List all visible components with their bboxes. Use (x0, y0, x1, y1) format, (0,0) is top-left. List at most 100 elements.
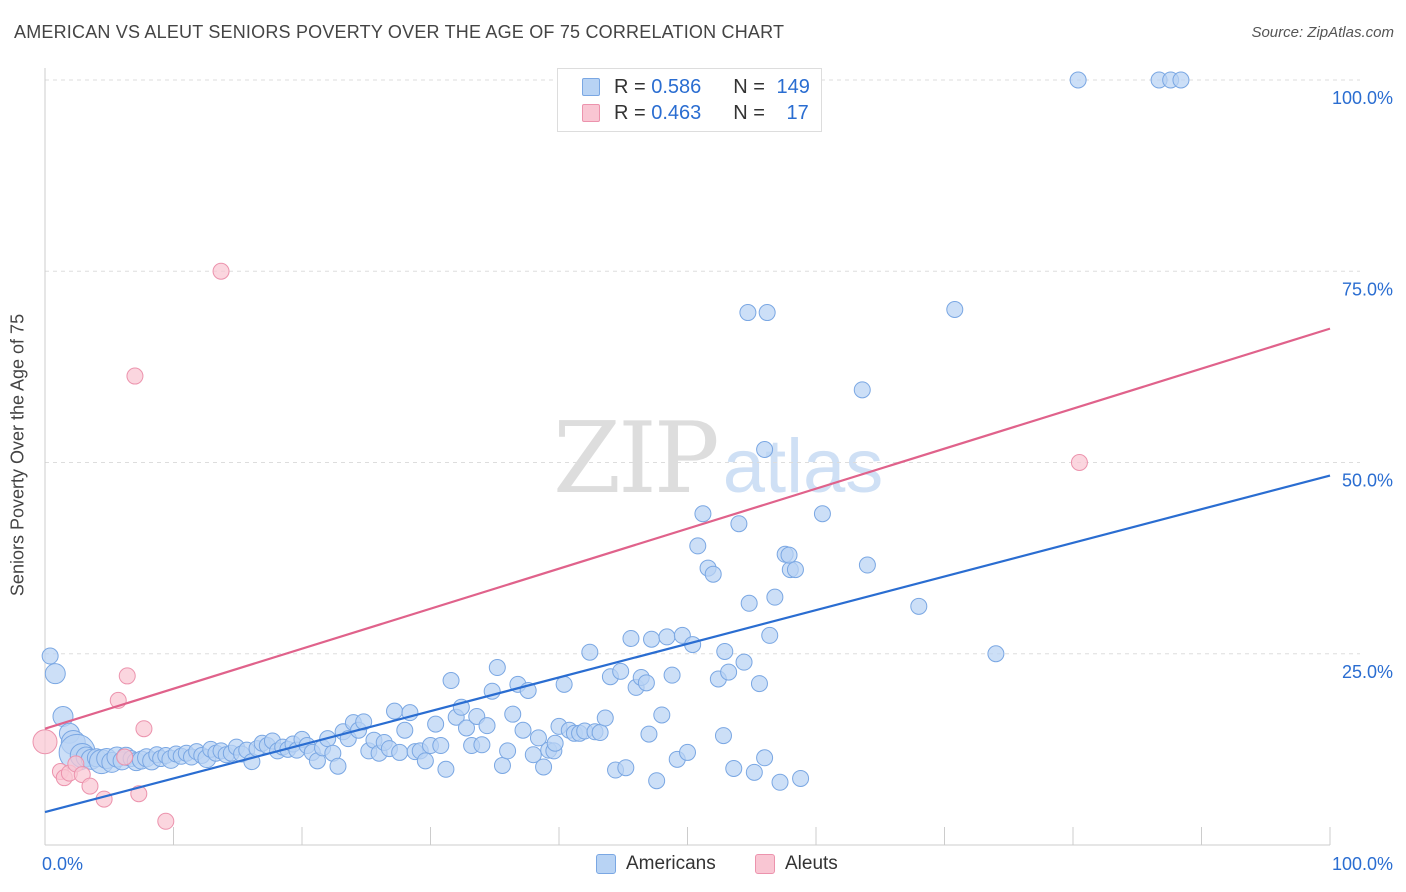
aleuts-point-9 (118, 667, 136, 685)
americans-point-91 (504, 705, 522, 723)
americans-point-79 (442, 672, 460, 690)
americans-point-146 (786, 561, 804, 579)
americans-point-113 (617, 759, 635, 777)
aleuts-point-6 (81, 777, 99, 795)
americans-point-140 (756, 749, 774, 767)
americans-points (41, 71, 1190, 791)
americans-point-122 (663, 666, 681, 684)
bottom-legend-swatch-americans (596, 854, 616, 874)
y-tick-label-50: 50.0% (1342, 471, 1393, 491)
bottom-legend-aleuts: Aleuts (755, 852, 838, 876)
legend-swatch-aleuts (582, 104, 600, 122)
americans-point-162 (716, 642, 734, 660)
americans-point-143 (771, 773, 789, 791)
legend-n-label: N = (733, 75, 771, 98)
watermark-zip: ZIP (553, 402, 720, 516)
americans-point-95 (524, 746, 542, 764)
stats-legend: R = 0.586 N = 149 R = 0.463 N = 17 (557, 68, 822, 132)
americans-point-69 (391, 743, 409, 761)
legend-n-value-aleuts: 17 (786, 101, 809, 124)
americans-point-154 (780, 546, 798, 564)
legend-r-label: R = (614, 75, 652, 98)
americans-point-62 (355, 713, 373, 731)
americans-point-147 (792, 769, 810, 787)
aleuts-point-13 (126, 367, 144, 385)
americans-point-86 (478, 717, 496, 735)
aleuts-point-0 (32, 729, 58, 755)
americans-point-121 (658, 628, 676, 646)
americans-point-68 (386, 702, 404, 720)
x-tick-label-max: 100.0% (1332, 854, 1393, 874)
americans-point-150 (987, 645, 1005, 663)
americans-point-117 (637, 674, 655, 692)
americans-point-136 (735, 653, 753, 671)
americans-point-158 (1172, 71, 1190, 89)
americans-point-161 (813, 505, 831, 523)
americans-point-127 (689, 537, 707, 555)
americans-point-119 (648, 772, 666, 790)
americans-point-114 (622, 629, 640, 647)
source-note: Source: ZipAtlas.com (1251, 24, 1394, 41)
americans-point-77 (432, 737, 450, 755)
legend-r-label: R = (614, 101, 652, 124)
americans-point-0 (41, 647, 59, 665)
americans-point-139 (750, 675, 768, 693)
legend-n-value-americans: 149 (776, 75, 810, 98)
americans-point-135 (730, 515, 748, 533)
aleuts-trend-line (44, 327, 1331, 730)
americans-point-85 (473, 736, 491, 754)
x-tick-labels: 0.0% 100.0% (42, 854, 1393, 874)
americans-point-118 (643, 630, 661, 648)
americans-point-149 (910, 597, 928, 615)
americans-point-155 (1069, 71, 1087, 89)
legend-r-value-aleuts: 0.463 (651, 101, 702, 124)
aleuts-points (32, 262, 1088, 830)
y-tick-label-75: 75.0% (1342, 279, 1393, 299)
americans-point-138 (745, 763, 763, 781)
americans-point-130 (704, 565, 722, 583)
americans-point-133 (720, 663, 738, 681)
aleuts-point-15 (1070, 454, 1088, 471)
americans-point-90 (499, 742, 517, 760)
americans-point-101 (555, 675, 573, 693)
americans-point-153 (756, 440, 774, 458)
watermark: ZIPatlas (553, 402, 883, 516)
americans-point-93 (514, 721, 532, 739)
legend-n-label: N = (733, 101, 771, 124)
americans-point-57 (329, 757, 347, 775)
americans-point-151 (739, 304, 757, 322)
aleuts-point-14 (212, 262, 230, 280)
americans-point-120 (653, 706, 671, 724)
americans-point-109 (596, 709, 614, 727)
americans-point-89 (493, 756, 511, 774)
x-tick-label-min: 0.0% (42, 854, 83, 874)
americans-point-152 (758, 304, 776, 322)
aleuts-point-16 (116, 748, 134, 766)
americans-trend-line (44, 474, 1331, 814)
americans-point-78 (437, 760, 455, 778)
americans-point-137 (740, 594, 758, 612)
americans-point-159 (853, 381, 871, 399)
americans-point-1 (44, 663, 66, 685)
americans-point-106 (581, 643, 599, 661)
americans-point-148 (858, 556, 876, 574)
legend-r-value-americans: 0.586 (651, 75, 702, 98)
y-tick-labels: 25.0% 50.0% 75.0% 100.0% (1332, 88, 1393, 682)
americans-point-160 (946, 301, 964, 318)
bottom-legend-label-aleuts: Aleuts (785, 853, 838, 874)
americans-point-96 (529, 729, 547, 747)
americans-point-142 (766, 588, 784, 606)
chart-title: AMERICAN VS ALEUT SENIORS POVERTY OVER T… (14, 22, 785, 42)
americans-point-82 (457, 719, 475, 737)
americans-point-134 (725, 760, 743, 777)
legend-row-aleuts: R = 0.463 N = 17 (582, 101, 809, 125)
legend-row-americans: R = 0.586 N = 149 (582, 75, 810, 99)
americans-point-97 (535, 758, 553, 776)
americans-point-88 (488, 659, 506, 677)
americans-point-132 (714, 727, 732, 745)
aleuts-point-11 (135, 720, 153, 738)
americans-point-164 (640, 725, 658, 743)
aleuts-point-10 (130, 785, 148, 803)
americans-point-128 (694, 505, 712, 523)
